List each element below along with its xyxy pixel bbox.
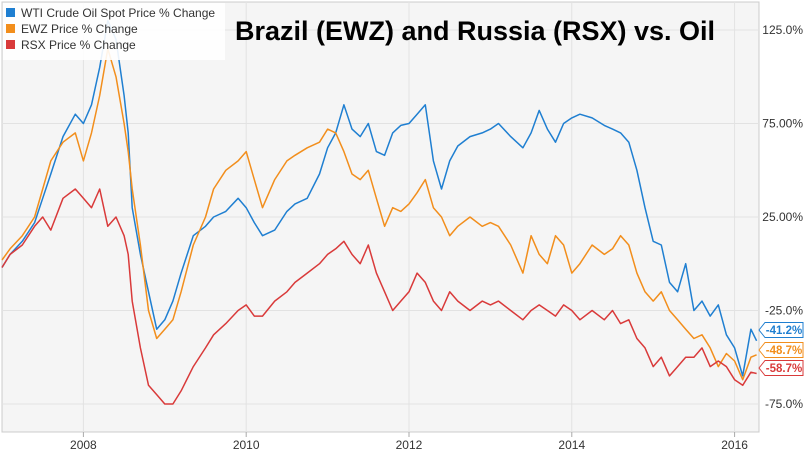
x-tick-label: 2016: [721, 438, 748, 452]
y-tick-label: -25.0%: [765, 303, 803, 317]
legend-entry: WTI Crude Oil Spot Price % Change: [21, 6, 215, 20]
grid-lines: [2, 2, 759, 437]
legend-swatch: [6, 8, 15, 17]
legend-entry: EWZ Price % Change: [21, 22, 138, 36]
series-lines: [1, 19, 758, 405]
end-label-box: [758, 342, 804, 358]
y-tick-label: 25.00%: [762, 210, 803, 224]
legend-swatch: [6, 24, 15, 33]
legend-entry: RSX Price % Change: [21, 38, 136, 52]
end-value-label: -58.7%: [766, 363, 802, 375]
x-tick-label: 2014: [558, 438, 585, 452]
x-tick-label: 2010: [233, 438, 260, 452]
y-axis-tick-labels: 125.0% 75.00% 25.00% -25.0% -75.0%: [762, 23, 803, 411]
series-end-labels: -41.2% -48.7% -58.7%: [758, 322, 804, 376]
end-label-box: [758, 322, 804, 338]
x-axis-tick-labels: 2008 2010 2012 2014 2016: [70, 438, 748, 452]
end-value-label: -48.7%: [766, 345, 802, 357]
end-label-box: [758, 360, 804, 376]
series-line-3: [1, 188, 757, 405]
end-value-label: -41.2%: [766, 325, 802, 337]
x-tick-label: 2008: [70, 438, 97, 452]
legend-swatch: [6, 40, 15, 49]
legend: WTI Crude Oil Spot Price % Change EWZ Pri…: [3, 3, 225, 60]
chart-title: Brazil (EWZ) and Russia (RSX) vs. Oil: [235, 16, 715, 46]
legend-background: [3, 3, 225, 60]
series-line-1: [1, 19, 758, 377]
y-tick-label: -75.0%: [765, 397, 803, 411]
series-line-2: [1, 47, 757, 381]
y-tick-label: 75.00%: [762, 117, 803, 131]
y-tick-label: 125.0%: [762, 23, 803, 37]
x-tick-label: 2012: [396, 438, 423, 452]
